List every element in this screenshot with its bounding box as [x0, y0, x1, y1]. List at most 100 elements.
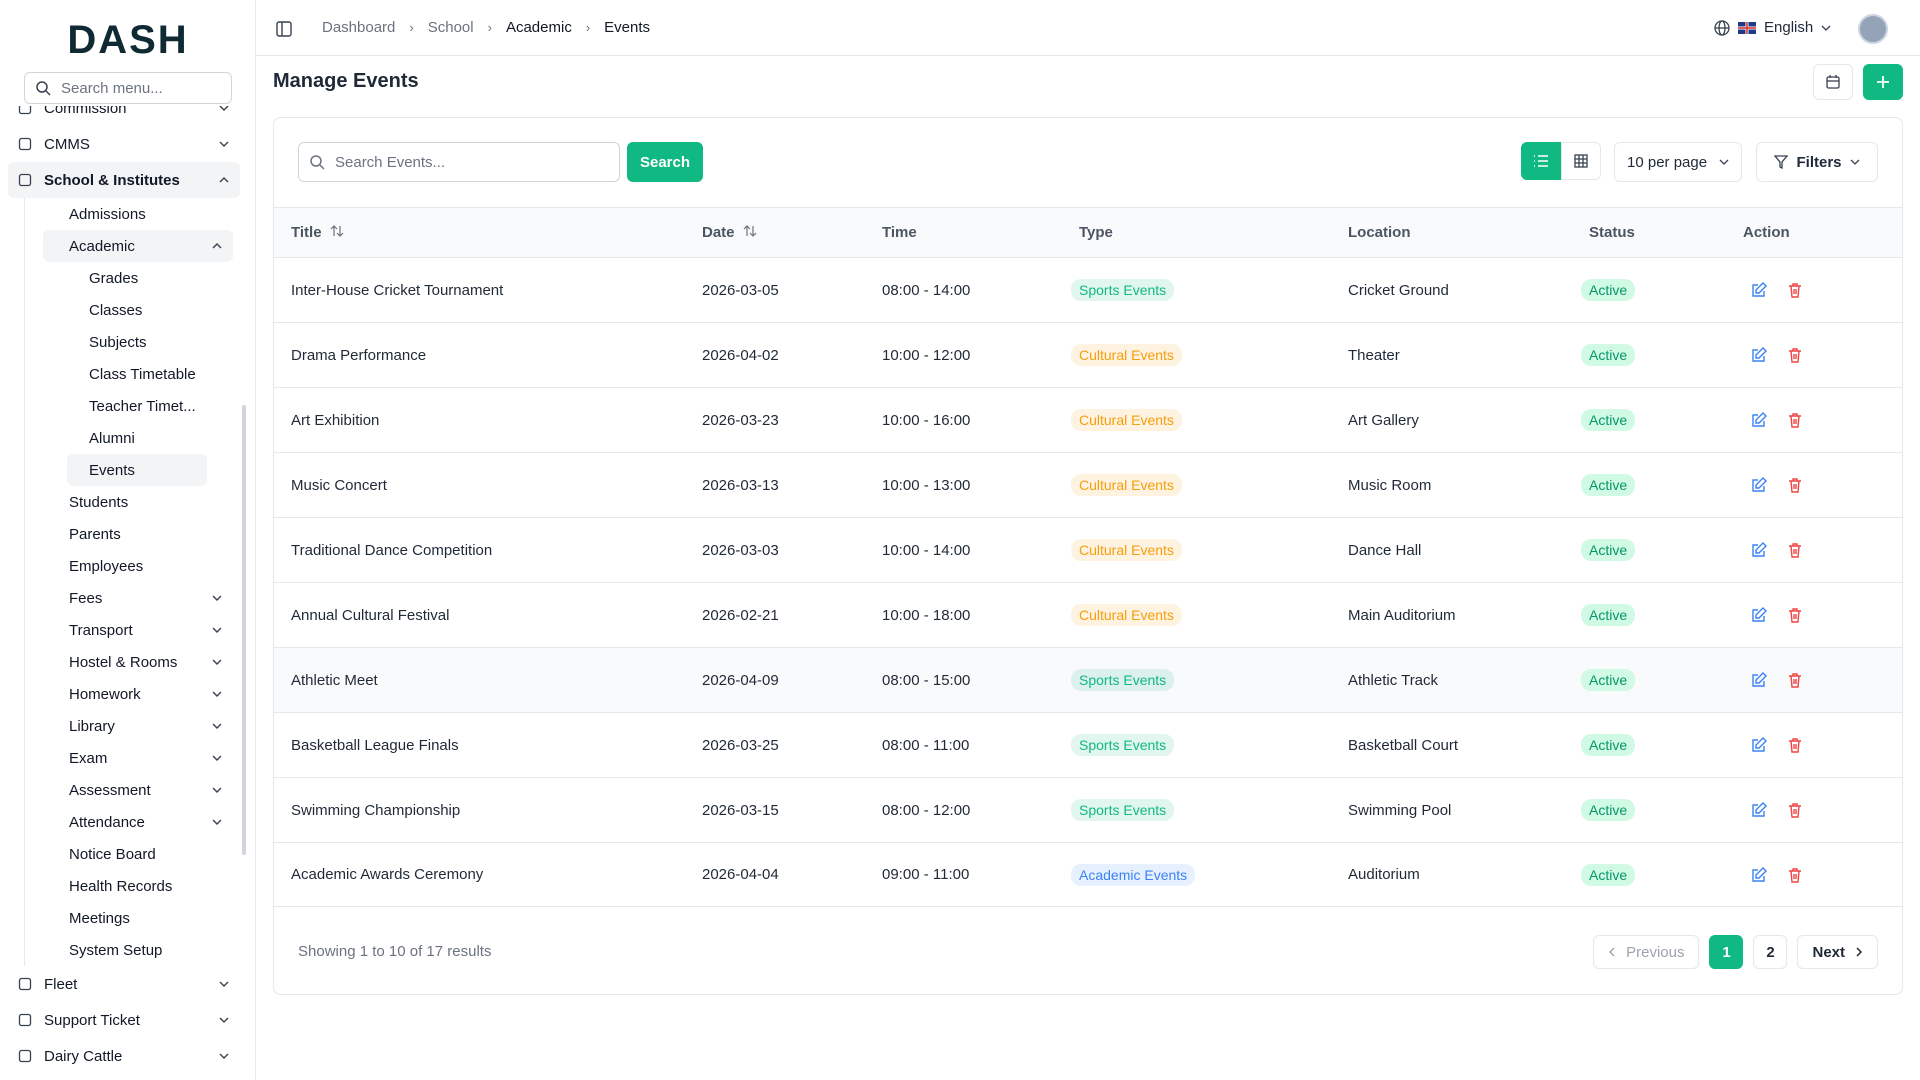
sidebar-toggle[interactable] — [276, 21, 292, 37]
page-button[interactable]: 1 — [1709, 935, 1744, 969]
menu-item[interactable]: Transport — [43, 614, 233, 646]
chevron-icon — [219, 981, 229, 987]
menu-item[interactable]: Fleet — [8, 966, 240, 1002]
previous-button[interactable]: Previous — [1593, 935, 1700, 969]
edit-button[interactable] — [1751, 282, 1767, 298]
menu-label: System Setup — [69, 941, 163, 959]
menu-item[interactable]: Alumni — [67, 422, 207, 454]
add-button[interactable] — [1863, 64, 1903, 100]
menu-item[interactable]: Homework — [43, 678, 233, 710]
delete-button[interactable] — [1787, 737, 1803, 753]
delete-button[interactable] — [1787, 282, 1803, 298]
menu-search[interactable]: Search menu... — [24, 72, 232, 104]
page-button[interactable]: 2 — [1753, 935, 1788, 969]
delete-button[interactable] — [1787, 477, 1803, 493]
menu-item[interactable]: Attendance — [43, 806, 233, 838]
edit-button[interactable] — [1751, 477, 1767, 493]
breadcrumb-item[interactable]: School — [427, 19, 474, 36]
type-badge: Sports Events — [1071, 734, 1175, 756]
menu-item[interactable]: Commission — [8, 106, 240, 126]
menu-item[interactable]: Admissions — [43, 198, 233, 230]
breadcrumb-item[interactable]: Dashboard — [322, 19, 396, 36]
menu-item[interactable]: Exam — [43, 742, 233, 774]
next-button[interactable]: Next — [1797, 935, 1878, 969]
menu-item[interactable]: Subjects — [67, 326, 207, 358]
menu-item[interactable]: Academic — [43, 230, 233, 262]
menu-item[interactable]: Fees — [43, 582, 233, 614]
events-table: Title Date Time Type Location Status Action Int… — [274, 207, 1902, 907]
menu-item[interactable]: System Setup — [43, 934, 233, 966]
menu-item[interactable]: Grades — [67, 262, 207, 294]
breadcrumb-separator: › — [585, 20, 591, 35]
column-header[interactable]: Title — [291, 224, 344, 241]
menu-item[interactable]: Notice Board — [43, 838, 233, 870]
cell-location: Swimming Pool — [1348, 801, 1452, 819]
edit-button[interactable] — [1751, 347, 1767, 363]
edit-button[interactable] — [1751, 802, 1767, 818]
menu-item[interactable]: Class Timetable — [67, 358, 207, 390]
menu-label: Meetings — [69, 909, 130, 927]
edit-button[interactable] — [1751, 542, 1767, 558]
menu-item[interactable]: Meetings — [43, 902, 233, 934]
menu-search-placeholder: Search menu... — [61, 79, 163, 97]
sort-icon — [330, 225, 344, 237]
events-search[interactable]: Search Events... — [298, 142, 620, 182]
cell-title: Swimming Championship — [291, 801, 461, 819]
edit-button[interactable] — [1751, 737, 1767, 753]
type-badge: Sports Events — [1071, 279, 1175, 301]
delete-button[interactable] — [1787, 802, 1803, 818]
cell-date: 2026-04-09 — [702, 671, 779, 689]
menu-item[interactable]: Events — [67, 454, 207, 486]
menu-item[interactable]: Library — [43, 710, 233, 742]
column-header: Time — [882, 224, 917, 241]
chevron-icon — [212, 659, 222, 665]
edit-button[interactable] — [1751, 867, 1767, 883]
next-label: Next — [1812, 943, 1845, 961]
menu-item[interactable]: Employees — [43, 550, 233, 582]
edit-button[interactable] — [1751, 412, 1767, 428]
sidebar: DASH Search menu... Commission CMMS School… — [0, 0, 256, 1080]
list-view-button[interactable] — [1521, 142, 1561, 180]
menu-item[interactable]: Health Records — [43, 870, 233, 902]
pagination: Previous 1 2 Next — [1593, 935, 1878, 969]
menu-item[interactable]: Parents — [43, 518, 233, 550]
column-header[interactable]: Date — [702, 224, 757, 241]
chevron-icon — [212, 723, 222, 729]
cell-location: Auditorium — [1348, 866, 1420, 883]
edit-button[interactable] — [1751, 607, 1767, 623]
delete-button[interactable] — [1787, 867, 1803, 883]
breadcrumb-item[interactable]: Academic — [505, 19, 572, 36]
menu-item[interactable]: Dairy Cattle — [8, 1038, 240, 1074]
delete-button[interactable] — [1787, 347, 1803, 363]
menu-item[interactable]: School & Institutes — [8, 162, 240, 198]
delete-button[interactable] — [1787, 412, 1803, 428]
delete-button[interactable] — [1787, 607, 1803, 623]
menu-item[interactable]: Students — [43, 486, 233, 518]
edit-button[interactable] — [1751, 672, 1767, 688]
menu-item[interactable]: Hostel & Rooms — [43, 646, 233, 678]
menu-item[interactable]: CMMS — [8, 126, 240, 162]
delete-button[interactable] — [1787, 542, 1803, 558]
chevron-icon — [219, 141, 229, 147]
search-button[interactable]: Search — [627, 142, 703, 182]
per-page-select[interactable]: 10 per page — [1614, 142, 1742, 182]
user-avatar[interactable] — [1858, 14, 1888, 44]
menu-item[interactable]: Classes — [67, 294, 207, 326]
type-badge: Cultural Events — [1071, 409, 1182, 431]
cell-time: 10:00 - 14:00 — [882, 541, 971, 559]
grid-view-button[interactable] — [1561, 142, 1601, 180]
menu-item[interactable]: Support Ticket — [8, 1002, 240, 1038]
filters-button[interactable]: Filters — [1756, 142, 1878, 182]
menu-item[interactable]: Teacher Timet... — [67, 390, 207, 422]
language-selector[interactable]: English — [1714, 19, 1831, 36]
column-header: Action — [1743, 224, 1790, 241]
scrollbar[interactable] — [242, 405, 246, 855]
menu-item[interactable]: Assessment — [43, 774, 233, 806]
menu-label: Class Timetable — [89, 365, 196, 383]
delete-button[interactable] — [1787, 672, 1803, 688]
brand-logo[interactable]: DASH — [67, 18, 189, 62]
calendar-button[interactable] — [1813, 64, 1853, 100]
menu-label: CMMS — [44, 135, 90, 153]
menu-label: Commission — [44, 106, 127, 117]
